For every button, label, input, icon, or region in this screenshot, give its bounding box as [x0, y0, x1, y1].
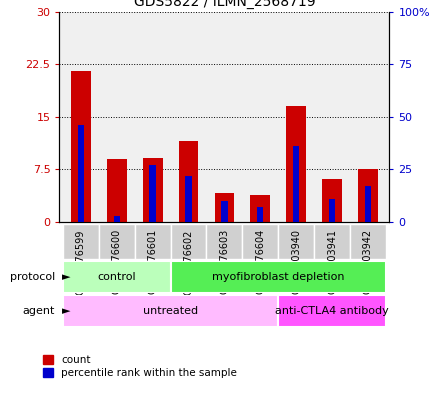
Bar	[322, 178, 342, 222]
Bar	[63, 224, 99, 259]
Text: GSM1303942: GSM1303942	[363, 229, 373, 294]
Bar	[278, 224, 314, 259]
Text: GSM1276599: GSM1276599	[76, 229, 86, 295]
Text: ►: ►	[62, 272, 70, 282]
Bar	[179, 141, 198, 222]
Bar	[242, 224, 278, 259]
Text: GSM1276601: GSM1276601	[148, 229, 158, 294]
Bar	[365, 186, 371, 222]
Bar	[99, 224, 135, 259]
Text: control: control	[98, 272, 136, 282]
Bar	[329, 199, 335, 222]
Bar	[63, 295, 278, 327]
Bar	[135, 224, 171, 259]
Text: GSM1276600: GSM1276600	[112, 229, 122, 294]
Bar	[78, 125, 84, 222]
Bar	[286, 107, 306, 222]
Text: ►: ►	[62, 306, 70, 316]
Bar	[107, 159, 127, 222]
Legend: count, percentile rank within the sample: count, percentile rank within the sample	[43, 355, 237, 378]
Bar	[171, 261, 386, 293]
Bar	[171, 224, 206, 259]
Text: GSM1276604: GSM1276604	[255, 229, 265, 294]
Bar	[143, 158, 162, 222]
Text: GSM1276602: GSM1276602	[183, 229, 194, 295]
Text: agent: agent	[22, 306, 55, 316]
Text: myofibroblast depletion: myofibroblast depletion	[212, 272, 345, 282]
Bar	[71, 72, 91, 222]
Text: protocol: protocol	[10, 272, 55, 282]
Bar	[221, 201, 227, 222]
Bar	[185, 176, 192, 222]
Bar	[250, 195, 270, 222]
Bar	[114, 216, 120, 222]
Bar	[278, 295, 386, 327]
Bar	[314, 224, 350, 259]
Text: GSM1303940: GSM1303940	[291, 229, 301, 294]
Title: GDS5822 / ILMN_2568719: GDS5822 / ILMN_2568719	[134, 0, 315, 9]
Bar	[215, 193, 234, 222]
Bar	[63, 261, 171, 293]
Bar	[293, 146, 299, 222]
Text: GSM1303941: GSM1303941	[327, 229, 337, 294]
Bar	[206, 224, 242, 259]
Bar	[358, 169, 378, 222]
Bar	[350, 224, 386, 259]
Text: untreated: untreated	[143, 306, 198, 316]
Text: anti-CTLA4 antibody: anti-CTLA4 antibody	[275, 306, 389, 316]
Bar	[257, 208, 264, 222]
Bar	[150, 165, 156, 222]
Text: GSM1276603: GSM1276603	[220, 229, 229, 294]
